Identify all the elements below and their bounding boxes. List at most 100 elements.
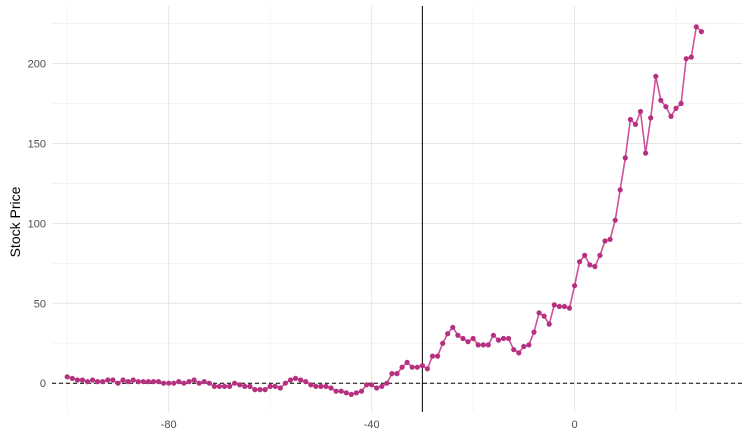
data-point — [445, 331, 451, 337]
data-point — [105, 377, 111, 383]
data-point — [140, 379, 146, 385]
data-point — [516, 350, 522, 356]
data-point — [252, 387, 258, 393]
data-point — [404, 359, 410, 365]
x-tick-label: -40 — [364, 419, 380, 431]
data-point — [465, 339, 471, 345]
data-point — [237, 382, 243, 388]
data-point — [435, 353, 441, 359]
data-point — [303, 379, 309, 385]
data-point — [277, 385, 283, 391]
data-point — [166, 380, 172, 386]
data-point — [262, 387, 268, 393]
data-point — [333, 388, 339, 394]
reference-lines — [52, 6, 742, 412]
y-tick-label: 150 — [28, 138, 46, 150]
data-point — [490, 332, 496, 338]
data-point — [541, 313, 547, 319]
data-point — [409, 364, 415, 370]
data-point — [683, 56, 689, 62]
data-point — [536, 310, 542, 316]
data-point — [318, 383, 324, 389]
data-point — [186, 379, 192, 385]
series-layer — [64, 24, 705, 397]
data-point — [267, 383, 273, 389]
data-point — [526, 342, 532, 348]
data-point — [566, 305, 573, 311]
data-point — [171, 380, 177, 386]
data-point — [216, 383, 222, 389]
data-point — [287, 377, 294, 383]
data-point — [181, 380, 187, 386]
data-point — [232, 380, 238, 386]
data-point — [475, 342, 481, 348]
data-point — [698, 29, 705, 35]
x-tick-label: -80 — [161, 419, 177, 431]
data-point — [663, 104, 669, 110]
data-point — [617, 187, 623, 193]
data-point — [313, 383, 319, 389]
data-point — [308, 382, 314, 388]
data-point — [115, 380, 121, 386]
major-gridlines — [52, 6, 742, 412]
data-point — [592, 263, 598, 270]
data-point — [120, 377, 126, 383]
y-tick-label: 0 — [40, 378, 46, 390]
data-point — [440, 340, 446, 346]
data-point — [323, 383, 329, 389]
data-point — [485, 342, 491, 348]
data-point — [419, 363, 425, 369]
data-point — [414, 364, 420, 370]
y-tick-label: 200 — [28, 59, 46, 71]
data-point — [348, 391, 354, 397]
data-point — [201, 379, 207, 385]
data-point — [161, 380, 167, 386]
data-point — [90, 377, 96, 383]
y-tick-label: 100 — [28, 218, 46, 230]
data-point — [338, 388, 344, 394]
data-point — [450, 324, 456, 330]
data-point — [678, 100, 684, 107]
data-point — [460, 335, 466, 342]
data-point — [145, 379, 151, 385]
data-point — [100, 379, 106, 385]
data-point — [643, 150, 649, 156]
x-tick-label: 0 — [572, 419, 578, 431]
data-point — [221, 383, 228, 389]
data-point — [206, 380, 212, 386]
data-point — [374, 385, 380, 391]
data-point — [551, 302, 557, 308]
data-point — [282, 380, 288, 386]
data-point — [653, 73, 659, 79]
data-point — [369, 382, 375, 388]
data-point — [582, 252, 588, 258]
data-point — [155, 379, 162, 385]
data-point — [110, 377, 116, 383]
data-point — [500, 335, 507, 342]
data-point — [191, 377, 197, 383]
data-point — [328, 385, 334, 391]
data-point — [668, 113, 674, 119]
data-point — [480, 342, 486, 348]
series-line — [66, 25, 702, 396]
data-point — [69, 375, 75, 381]
data-point — [546, 321, 552, 327]
data-point — [74, 377, 80, 383]
data-point — [556, 303, 563, 310]
x-axis-tick-labels: -80 -40 0 — [161, 419, 578, 431]
data-point — [648, 115, 654, 121]
data-point — [358, 388, 365, 394]
data-point — [470, 335, 476, 342]
data-point — [399, 364, 405, 370]
data-point — [379, 383, 385, 389]
data-point — [384, 380, 390, 386]
data-point — [364, 382, 370, 388]
data-point — [607, 236, 613, 242]
data-point — [612, 217, 618, 223]
data-point — [506, 335, 512, 342]
y-axis-tick-labels: 0 50 100 150 200 — [28, 59, 46, 391]
data-point — [455, 332, 461, 338]
data-point — [211, 383, 217, 389]
y-axis-title: Stock Price — [7, 186, 23, 257]
